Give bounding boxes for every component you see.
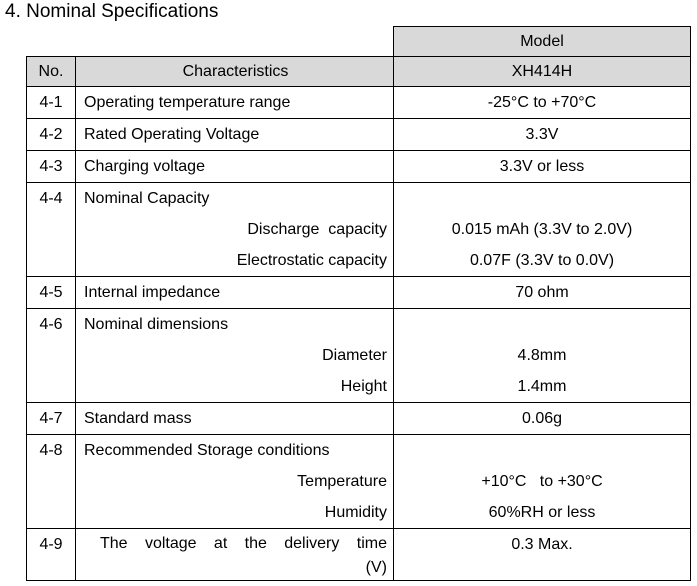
spec-row: 4-8 Recommended Storage conditions Tempera…: [26, 434, 691, 529]
row-number: 4-4: [39, 190, 63, 207]
sub-characteristic: Temperature: [297, 473, 387, 490]
section-title: 4. Nominal Specifications: [5, 1, 219, 22]
value-cell: 0.3 Max.: [393, 528, 691, 581]
sub-value: 4.8mm: [517, 347, 567, 364]
row-number-cell: 4-7: [26, 402, 76, 435]
value-cell: 3.3V: [393, 118, 691, 151]
row-number: 4-8: [39, 442, 63, 459]
sub-characteristic: Diameter: [322, 347, 387, 364]
characteristic-cell: Nominal Capacity Discharge capacity Electr…: [75, 182, 394, 277]
characteristic-cell: Internal impedance: [75, 276, 394, 309]
row-number-cell: 4-9: [26, 528, 76, 581]
spec-row: 4-5 Internal impedance 70 ohm: [26, 276, 691, 309]
value: 3.3V: [525, 126, 559, 143]
value-cell: 70 ohm: [393, 276, 691, 309]
sub-value: 1.4mm: [517, 378, 567, 395]
value: 0.06g: [521, 410, 563, 427]
row-number-cell: 4-4: [26, 182, 76, 277]
characteristic-cell: Nominal dimensions Diameter Height: [75, 308, 394, 403]
spec-row: 4-2 Rated Operating Voltage 3.3V: [26, 118, 691, 151]
sub-value: 0.07F (3.3V to 0.0V): [469, 252, 615, 269]
sub-characteristic: Discharge capacity: [247, 221, 387, 238]
spec-row: 4-3 Charging voltage 3.3V or less: [26, 150, 691, 183]
sub-characteristic: Height: [340, 378, 387, 395]
spec-row: 4-4 Nominal Capacity Discharge capacity Ele…: [26, 182, 691, 277]
header-row: Model: [27, 26, 691, 57]
unit: (V): [365, 559, 387, 576]
row-number-cell: 4-2: [26, 118, 76, 151]
value-cell: 0.015 mAh (3.3V to 2.0V) 0.07F (3.3V to 0…: [393, 182, 691, 277]
sub-value: 0.015 mAh (3.3V to 2.0V): [451, 221, 633, 238]
spec-row: 4-6 Nominal dimensions Diameter Height 4.8mm…: [26, 308, 691, 403]
spec-row: 4-1 Operating temperature range -25°C to +…: [26, 86, 691, 119]
spacer: [394, 309, 690, 340]
characteristic: The voltage at the delivery time: [100, 535, 387, 552]
value-cell: +10°C to +30°C 60%RH or less: [393, 434, 691, 529]
value: 3.3V or less: [499, 158, 585, 175]
characteristic: Standard mass: [84, 410, 192, 427]
blank-cell: [27, 27, 76, 57]
characteristic: Recommended Storage conditions: [84, 442, 330, 459]
characteristic-cell: Standard mass: [75, 402, 394, 435]
header-cell: No.: [26, 56, 76, 87]
row-number: 4-2: [39, 126, 63, 143]
characteristic: Internal impedance: [84, 284, 221, 301]
value: 70 ohm: [515, 284, 569, 301]
sub-characteristic: Humidity: [324, 504, 387, 521]
row-number: 4-3: [39, 158, 63, 175]
value-cell: 3.3V or less: [393, 150, 691, 183]
blank-cell: [76, 27, 394, 57]
row-number: 4-9: [39, 536, 63, 553]
header-row: No. Characteristics XH414H: [26, 56, 691, 87]
value-cell: 4.8mm 1.4mm: [393, 308, 691, 403]
characteristic: Charging voltage: [84, 158, 205, 175]
spec-row: 4-9 The voltage at the delivery time (V) 0.…: [26, 528, 691, 581]
spec-row: 4-7 Standard mass 0.06g: [26, 402, 691, 435]
characteristic-cell: Charging voltage: [75, 150, 394, 183]
row-number: 4-6: [39, 316, 63, 333]
characteristic: Nominal Capacity: [84, 190, 210, 207]
spacer: [394, 183, 690, 214]
characteristic-cell: The voltage at the delivery time (V): [75, 528, 394, 581]
row-number: 4-7: [39, 410, 63, 427]
spacer: [394, 435, 690, 466]
row-number: 4-1: [39, 94, 63, 111]
characteristic: Nominal dimensions: [84, 316, 229, 333]
value-cell: -25°C to +70°C: [393, 86, 691, 119]
header-cell: Characteristics: [75, 56, 394, 87]
sub-value: 60%RH or less: [488, 504, 596, 521]
spec-table: Model No. Characteristics XH414H 4-1 Oper…: [26, 26, 691, 581]
characteristic: Operating temperature range: [84, 94, 291, 111]
characteristic-cell: Recommended Storage conditions Temperatur…: [75, 434, 394, 529]
row-number-cell: 4-3: [26, 150, 76, 183]
row-number-cell: 4-6: [26, 308, 76, 403]
value: -25°C to +70°C: [487, 94, 597, 111]
sub-characteristic: Electrostatic capacity: [236, 252, 387, 269]
row-number-cell: 4-8: [26, 434, 76, 529]
row-number: 4-5: [39, 284, 63, 301]
characteristic: Rated Operating Voltage: [84, 126, 260, 143]
sub-value: +10°C to +30°C: [481, 473, 603, 490]
value: 0.3 Max.: [511, 536, 573, 553]
header-cell: Model: [393, 26, 691, 57]
value-cell: 0.06g: [393, 402, 691, 435]
characteristic-cell: Operating temperature range: [75, 86, 394, 119]
header-cell: XH414H: [393, 56, 691, 87]
characteristic-cell: Rated Operating Voltage: [75, 118, 394, 151]
row-number-cell: 4-1: [26, 86, 76, 119]
row-number-cell: 4-5: [26, 276, 76, 309]
